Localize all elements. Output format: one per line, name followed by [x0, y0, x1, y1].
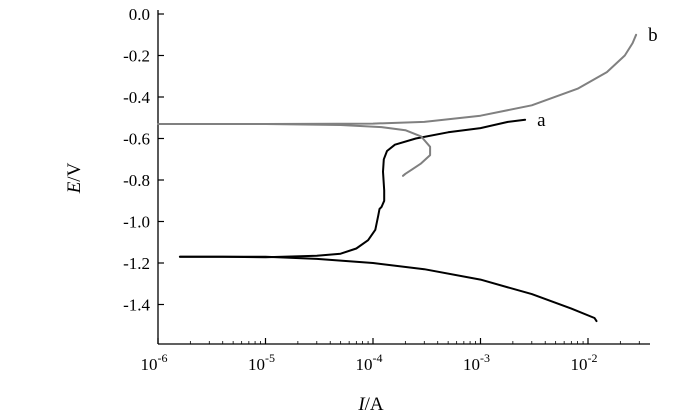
x-ticks: 10-6 10-5 10-4 10-3 10-2 — [141, 338, 640, 374]
y-ticks: 0.0 -0.2 -0.4 -0.6 -0.8 -1.0 -1.2 -1.4 — [123, 5, 164, 315]
y-axis-var: E — [64, 181, 85, 194]
y-tick-label: -0.8 — [123, 171, 150, 190]
series-line-0 — [178, 118, 527, 259]
x-axis-title: I/A — [357, 394, 384, 415]
x-tick-label: 10-6 — [141, 351, 168, 374]
series-line-2 — [157, 33, 638, 125]
x-tick-label-exponent: -3 — [480, 351, 490, 365]
x-tick-label-exponent: -2 — [588, 351, 598, 365]
x-tick-label-exponent: -5 — [265, 351, 275, 365]
x-axis-var: I — [357, 394, 366, 415]
x-tick-label: 10-3 — [463, 351, 490, 374]
x-tick-label: 10-2 — [571, 351, 598, 374]
y-tick-label: -0.2 — [123, 47, 150, 66]
y-tick-label: -0.6 — [123, 130, 150, 149]
x-tick-label-base: 10 — [141, 355, 158, 374]
x-tick-label: 10-5 — [248, 351, 275, 374]
x-tick-label-base: 10 — [463, 355, 480, 374]
curves — [157, 33, 638, 323]
x-tick-label: 10-4 — [356, 351, 383, 374]
x-tick-label-base: 10 — [356, 355, 373, 374]
x-tick-label-exponent: -4 — [373, 351, 383, 365]
curve-labels: ab — [537, 25, 657, 131]
series-line-3 — [157, 123, 432, 177]
axes — [157, 10, 650, 345]
x-tick-label-exponent: -6 — [158, 351, 168, 365]
y-tick-label: -0.4 — [123, 88, 150, 107]
x-axis-unit: /A — [365, 394, 384, 415]
series-line-1 — [178, 255, 598, 323]
x-tick-label-base: 10 — [571, 355, 588, 374]
series-label-b: b — [648, 25, 658, 46]
y-tick-label: 0.0 — [129, 5, 150, 24]
y-axis-unit: /V — [64, 162, 85, 181]
y-tick-label: -1.2 — [123, 254, 150, 273]
y-tick-label: -1.0 — [123, 213, 150, 232]
y-tick-label: -1.4 — [123, 296, 150, 315]
y-axis-title: E/V — [64, 162, 85, 194]
x-tick-label-base: 10 — [248, 355, 265, 374]
series-label-a: a — [537, 110, 546, 131]
